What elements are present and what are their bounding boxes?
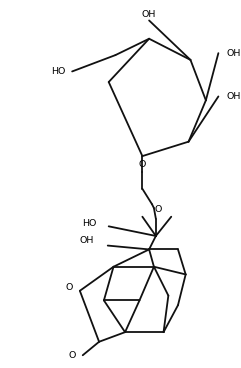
Text: O: O [68, 351, 76, 360]
Text: OH: OH [226, 49, 241, 58]
Text: OH: OH [142, 10, 156, 19]
Text: HO: HO [82, 219, 96, 228]
Text: O: O [139, 160, 146, 169]
Text: HO: HO [51, 67, 65, 76]
Text: O: O [66, 283, 73, 293]
Text: OH: OH [226, 92, 241, 101]
Text: O: O [154, 205, 161, 215]
Text: OH: OH [80, 236, 94, 245]
